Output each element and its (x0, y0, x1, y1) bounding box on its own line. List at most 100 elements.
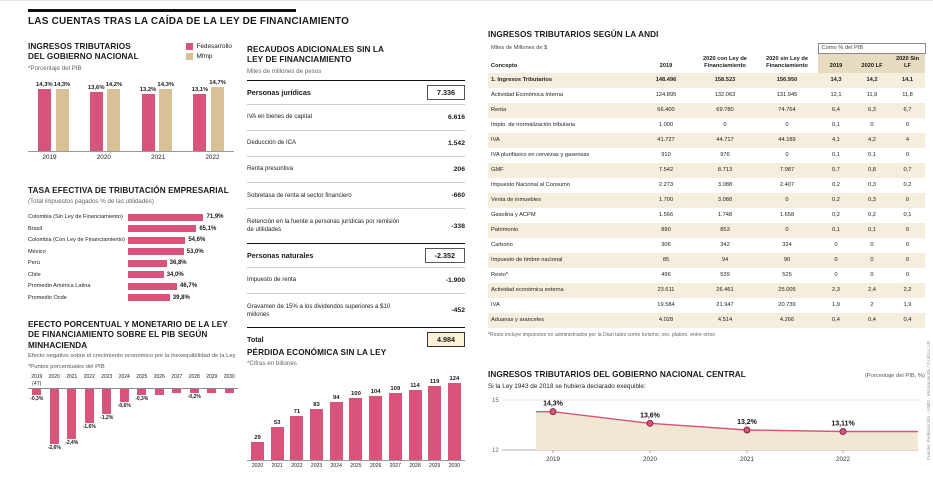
andi-table: Miles de Millones de $ Como % del PIB Co… (488, 43, 926, 328)
bar-value-label: 83 (313, 401, 320, 408)
data-point (839, 428, 847, 436)
cell-concepto: IVA (491, 302, 500, 309)
cell-value: 342 (720, 242, 730, 249)
list-item: Impuesto de renta -1.900 (247, 266, 465, 293)
cell-value: 74.764 (778, 107, 796, 114)
ef-bars: -0,3% -2,6% -2,4% -1,6% -1,2% -0,6% -0,3% -0,2% (28, 388, 238, 451)
table-row: Patrimonio 890 853 0 0,1 0,1 0 (488, 222, 926, 238)
hbar-row: Colombia (Sin Ley de Financiamiento) 71,9… (28, 211, 238, 223)
x-axis-label: 2020 (251, 463, 264, 470)
bar-value-label: 13,6% (87, 85, 105, 92)
hbar-row: Chile 34,0% (28, 269, 238, 281)
bar-column: -2,6% (46, 388, 64, 451)
bar (119, 388, 129, 402)
x-axis-label: 2028 (409, 463, 421, 470)
section-header-row: Personas naturales -2.352 (247, 242, 465, 267)
cell-value: 0,7 (903, 167, 912, 174)
legend-label-mfmp: Mfmp (196, 53, 213, 60)
bar (102, 388, 112, 415)
ef-years: 2019 (4T) 2020 2021 2022 2023 2024 2025 2026 202… (28, 374, 238, 389)
bar (329, 401, 343, 461)
andi-col-2020-sin: 2020 sin Ley de Financiamiento (765, 56, 809, 70)
bar-value-label: 100 (351, 391, 361, 398)
table-row: Impto. de normalización tributaria 1.000 0… (488, 118, 925, 133)
cell-value: 1,9 (832, 302, 840, 309)
panel-unit-note: (Porcentaje del PIB, %) (864, 373, 925, 379)
panel-ingresos-tributarios-gobierno: INGRESOS TRIBUTARIOS DEL GOBIERNO NACION… (28, 42, 234, 161)
hbar-row: Colombia (Con Ley de Financiamiento) 54,6… (28, 234, 238, 246)
bar-wrap: 13,2% (140, 87, 156, 151)
hbar-category-label: Brasil (28, 225, 42, 232)
table-row: IVA 19.584 21.947 20.739 1,9 2 1,9 (488, 298, 925, 313)
panel-title: INGRESOS TRIBUTARIOS SEGÚN LA ANDI (488, 30, 659, 39)
hbar-category-label: Perú (28, 260, 40, 266)
cell-value: 0,1 (832, 122, 840, 129)
cell-value: 0,4 (868, 317, 876, 324)
item-value: 206 (453, 166, 465, 174)
hbar-row: Promedio América Latina 46,7% (28, 280, 238, 292)
cell-value: 2.407 (779, 182, 795, 189)
bar (107, 89, 121, 151)
cell-value: 0,1 (832, 152, 840, 159)
bar-column: -2,4% (63, 388, 81, 451)
item-value: -1.900 (445, 276, 465, 284)
x-axis-label: 2029 (429, 463, 441, 470)
gnc-header: INGRESOS TRIBUTARIOS DEL GOBIERNO NACION… (488, 370, 925, 380)
bar-column: -1,6% (81, 388, 99, 451)
cell-value: 4.028 (658, 317, 674, 324)
cell-value: 0 (870, 242, 874, 249)
cell-concepto: Venta de inmuebles (491, 197, 541, 204)
x-axis-label: 2026 (369, 463, 382, 470)
bar-column: 83 (308, 401, 325, 461)
bar (55, 89, 69, 151)
cell-value: 11,9 (866, 92, 878, 99)
bar-column: 109 (387, 386, 404, 461)
hbar-category-label: Colombia (Con Ley de Financiamiento) (28, 237, 126, 243)
cell-value: 26.461 (716, 287, 734, 294)
cell-value: 44.189 (778, 137, 796, 144)
item-label: IVA en bienes de capital (247, 113, 312, 120)
cell-concepto: IVA plurifásico en cervezas y gaseosas (491, 152, 590, 159)
bar (207, 388, 217, 394)
bar-column: -0,2% (186, 388, 204, 451)
andi-header-spacer (638, 44, 694, 54)
bar (137, 388, 147, 396)
bar-column: 114 (407, 383, 424, 461)
cell-value: 0,1 (868, 227, 876, 234)
section-header-row: Personas jurídicas 7.336 (247, 79, 465, 104)
legend-label-fedesarrollo: Fedesarrollo (196, 43, 232, 50)
cell-concepto: Actividad Económica Interna (491, 92, 564, 99)
point-value-label: 13,2% (737, 419, 758, 426)
bar-value-label: 124 (449, 376, 460, 383)
hbar-value-label: 71,9% (206, 214, 224, 220)
cell-value: 890 (661, 227, 671, 234)
cell-value: 0 (785, 197, 789, 204)
bar-column: 94 (328, 395, 345, 461)
cell-value: 1.000 (658, 122, 674, 129)
panel-subtitle: Efecto negativo sobre el crecimiento eco… (28, 352, 236, 359)
item-label: Sobretasa de renta al sector financiero (247, 191, 352, 199)
cell-value: 2,2 (903, 287, 912, 294)
bar (193, 94, 207, 151)
cell-concepto: Renta (491, 107, 507, 114)
cell-concepto: Impuesto de timbre nacional (491, 257, 563, 264)
cell-value: 4,1 (832, 137, 840, 144)
cell-value: 2,3 (832, 287, 840, 294)
bar (189, 388, 199, 394)
bar (369, 395, 383, 461)
list-item: Gravamen de 15% a los dividendos superio… (247, 293, 465, 327)
x-axis-label: 2022 (205, 153, 220, 161)
item-label: Renta presuntiva (247, 165, 294, 173)
x-axis-label: 2027 (171, 374, 183, 381)
table-row: Renta 66.400 69.780 74.764 6,4 6,3 6,7 (488, 102, 926, 118)
bar (211, 87, 225, 151)
andi-col-2020-con: 2020 con Ley de Financiamiento (703, 56, 747, 70)
cell-value: 158.523 (714, 77, 736, 84)
ingresos-gobierno-chart: 14,3% 14,3% 13,6% 14,2% 13,2% 14,3% 13,1% 14,7%… (28, 78, 234, 161)
panel-gnc-line-chart: INGRESOS TRIBUTARIOS DEL GOBIERNO NACION… (488, 370, 925, 466)
cell-concepto: Impto. de normalización tributaria (491, 122, 576, 129)
tasa-chart: Colombia (Sin Ley de Financiamiento) 71,9… (28, 211, 238, 303)
cell-value: 14,3 (830, 77, 842, 84)
cell-value: 7.542 (658, 167, 674, 174)
